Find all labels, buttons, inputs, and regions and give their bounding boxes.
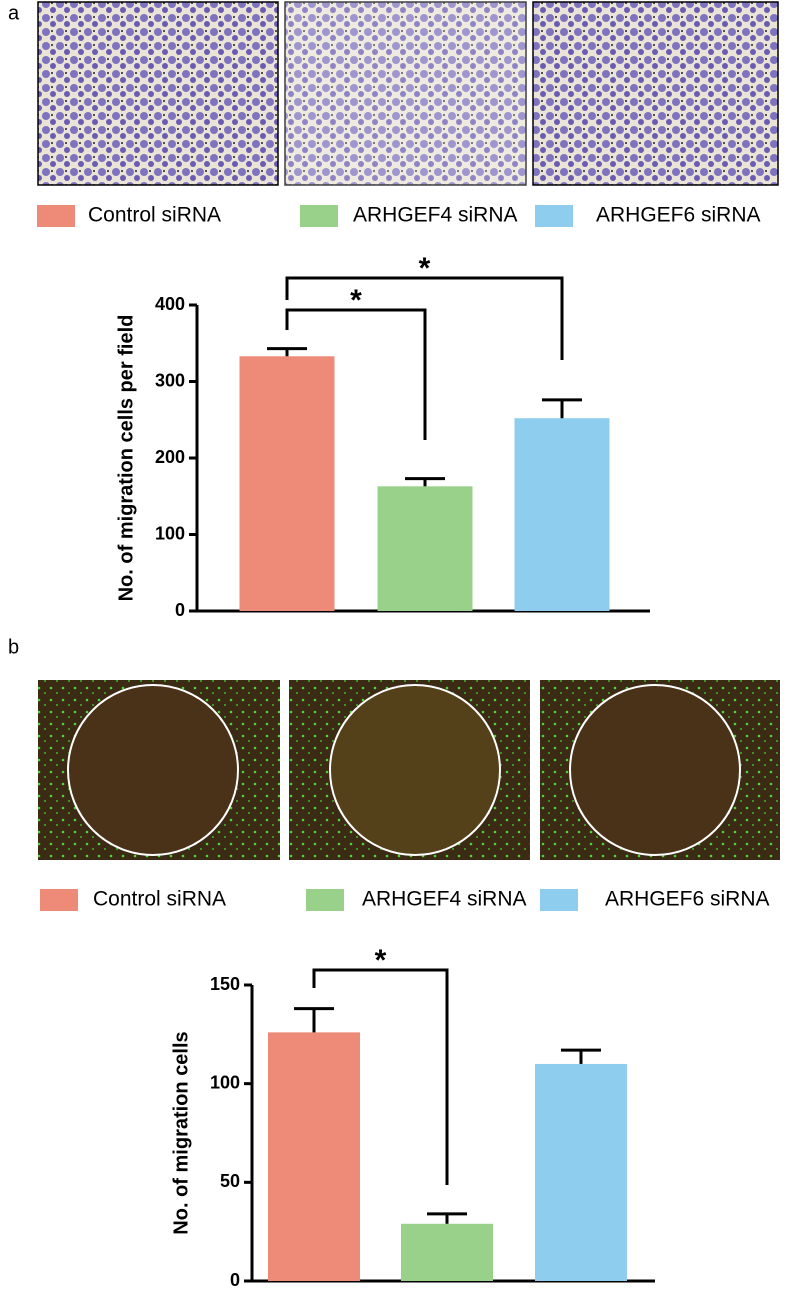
significance-bracket — [285, 308, 427, 440]
y-tick-label: 150 — [210, 974, 240, 994]
y-tick-label: 100 — [155, 523, 185, 543]
legend-swatch — [37, 205, 75, 227]
panel-label: b — [8, 636, 19, 658]
micrographs-a — [37, 1, 779, 186]
legend-label: ARHGEF6 siRNA — [605, 888, 770, 911]
panel-label: a — [8, 2, 20, 24]
bar — [377, 486, 473, 611]
significance-label: * — [375, 944, 387, 977]
y-tick-label: 0 — [230, 1270, 240, 1290]
legend-label: Control siRNA — [93, 888, 226, 911]
significance-label: * — [350, 284, 362, 317]
y-tick-label: 400 — [155, 294, 185, 314]
legend-label: ARHGEF6 siRNA — [596, 204, 761, 227]
legend-swatch — [40, 889, 78, 911]
significance-bracket — [285, 276, 564, 360]
y-tick-label: 100 — [210, 1072, 240, 1092]
y-axis-title: No. of migration cells per field — [115, 315, 137, 602]
legend-label: ARHGEF4 siRNA — [362, 888, 527, 911]
bar — [401, 1223, 493, 1281]
significance-label: * — [419, 252, 431, 285]
legend-swatch — [540, 889, 578, 911]
legend-label: Control siRNA — [88, 204, 221, 227]
legend-swatch — [535, 205, 573, 227]
y-axis-title: No. of migration cells — [170, 1031, 192, 1234]
legend-swatch — [306, 889, 344, 911]
y-tick-label: 300 — [155, 370, 185, 390]
y-tick-label: 50 — [220, 1171, 240, 1191]
significance-bracket — [312, 968, 449, 1185]
y-tick-label: 0 — [175, 600, 185, 620]
bar — [514, 418, 610, 611]
micrographs-b — [38, 680, 780, 860]
bar — [535, 1063, 627, 1281]
legend-label: ARHGEF4 siRNA — [353, 204, 518, 227]
bar — [239, 356, 335, 611]
legend-swatch — [300, 205, 338, 227]
y-tick-label: 200 — [155, 447, 185, 467]
bar — [268, 1032, 360, 1281]
